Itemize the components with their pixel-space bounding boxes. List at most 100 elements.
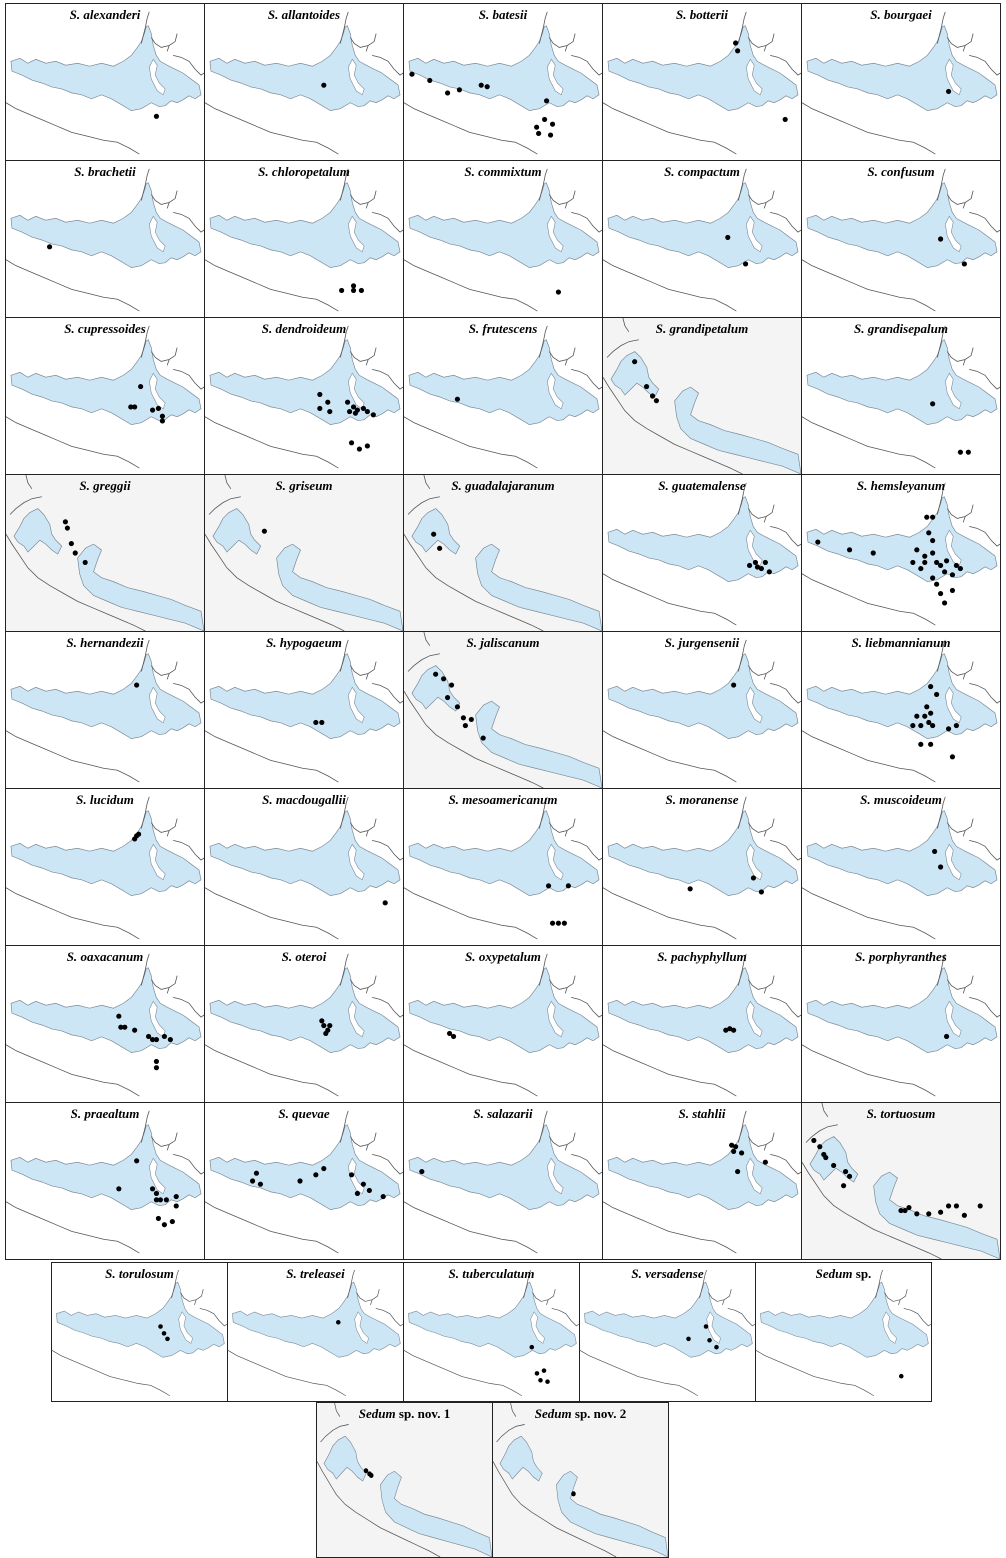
- species-name: S. jaliscanum: [404, 635, 602, 651]
- epithet-label: praealtum: [84, 1106, 140, 1121]
- occurrence-point: [153, 1197, 160, 1203]
- species-name: S. oxypetalum: [404, 949, 602, 965]
- occurrence-point: [348, 440, 355, 446]
- occurrence-point: [364, 443, 370, 449]
- map-panel: S. tuberculatum: [403, 1262, 580, 1402]
- species-name: S. guadalajaranum: [404, 478, 602, 494]
- range-area: [10, 339, 202, 425]
- range-gap: [148, 58, 166, 96]
- species-name: S. chloropetalum: [205, 164, 403, 180]
- genus-label: S.: [657, 949, 668, 964]
- occurrence-point: [914, 1211, 920, 1217]
- range-gap: [530, 1311, 546, 1344]
- occurrence-point: [714, 1344, 719, 1350]
- occurrence-point: [478, 82, 484, 88]
- genus-label: S.: [465, 949, 476, 964]
- range-gap: [546, 1157, 564, 1195]
- occurrence-point: [419, 1169, 425, 1175]
- range-map: [6, 325, 204, 469]
- species-name: S. versadense: [580, 1266, 755, 1282]
- coastline: [205, 475, 345, 631]
- epithet-label: sp.: [855, 1266, 872, 1281]
- occurrence-point: [739, 1150, 745, 1156]
- occurrence-point: [159, 413, 165, 419]
- range-area: [607, 653, 799, 739]
- map-panel: S. macdougallii: [204, 788, 404, 946]
- occurrence-point: [930, 514, 936, 520]
- occurrence-point: [132, 404, 138, 410]
- genus-label: S.: [69, 7, 81, 22]
- epithet-label: jurgensenii: [678, 635, 740, 650]
- occurrence-point: [949, 754, 956, 760]
- occurrence-point: [480, 735, 486, 741]
- coastline: [404, 1269, 579, 1397]
- occurrence-point: [930, 550, 936, 556]
- species-name: S. compactum: [603, 164, 801, 180]
- range-map: [493, 1403, 668, 1557]
- species-name: S. brachetii: [6, 164, 204, 180]
- coastline: [205, 1110, 403, 1254]
- occurrence-point: [163, 1197, 169, 1203]
- species-name: S. oteroi: [205, 949, 403, 965]
- genus-label: S.: [451, 478, 462, 493]
- occurrence-point: [138, 384, 144, 390]
- map-panel: S. hernandezii: [5, 631, 205, 789]
- range-area: [408, 967, 600, 1053]
- occurrence-point: [541, 1368, 547, 1373]
- coastline: [603, 168, 801, 312]
- range-map: [6, 168, 204, 312]
- occurrence-point: [733, 1144, 739, 1150]
- range-gap: [347, 1000, 365, 1038]
- genus-label: S.: [664, 635, 676, 650]
- occurrence-point: [257, 1181, 264, 1187]
- occurrence-point: [943, 1033, 950, 1040]
- epithet-label: batesii: [492, 7, 528, 22]
- occurrence-point: [643, 384, 650, 390]
- coastline: [802, 1103, 942, 1259]
- range-area: [806, 339, 998, 425]
- epithet-label: oxypetalum: [478, 949, 541, 964]
- genus-label: S.: [870, 7, 881, 22]
- occurrence-point: [782, 116, 788, 122]
- epithet-label: sp. nov. 1: [398, 1406, 451, 1421]
- occurrence-point: [350, 404, 357, 410]
- occurrence-point: [427, 77, 433, 83]
- range-area: [607, 25, 799, 111]
- coastline: [493, 1403, 617, 1557]
- range-area: [806, 967, 998, 1053]
- range-area: [607, 1124, 799, 1210]
- occurrence-point: [949, 587, 956, 593]
- genus-label: S.: [261, 321, 273, 336]
- range-area: [411, 665, 602, 788]
- range-gap: [944, 58, 962, 96]
- occurrence-point: [766, 569, 772, 575]
- occurrence-point: [327, 409, 333, 415]
- species-name: S. jurgensenii: [603, 635, 801, 651]
- range-map: [205, 11, 403, 155]
- map-panel: S. oteroi: [204, 945, 404, 1103]
- occurrence-point: [545, 883, 552, 889]
- occurrence-point: [534, 124, 540, 130]
- occurrence-point: [961, 1212, 967, 1218]
- range-area: [209, 653, 401, 739]
- map-panel: S. torulosum: [51, 1262, 228, 1402]
- map-panel: S. cupressoides: [5, 317, 205, 475]
- coastline: [6, 639, 204, 783]
- occurrence-point: [441, 676, 447, 682]
- species-name: S. treleasei: [228, 1266, 403, 1282]
- occurrence-point: [918, 723, 924, 729]
- species-name: S. praealtum: [6, 1106, 204, 1122]
- range-gap: [148, 686, 166, 724]
- occurrence-point: [930, 537, 936, 544]
- occurrence-point: [72, 550, 78, 556]
- epithet-label: bourgaei: [884, 7, 932, 22]
- occurrence-point: [153, 1190, 160, 1197]
- occurrence-point: [529, 1344, 535, 1350]
- genus-label: S.: [105, 1266, 116, 1281]
- occurrence-point: [928, 741, 934, 747]
- occurrence-point: [653, 398, 660, 404]
- occurrence-point: [953, 1203, 960, 1209]
- epithet-label: quevae: [292, 1106, 330, 1121]
- genus-label: S.: [860, 792, 871, 807]
- species-name: S. muscoideum: [802, 792, 1000, 808]
